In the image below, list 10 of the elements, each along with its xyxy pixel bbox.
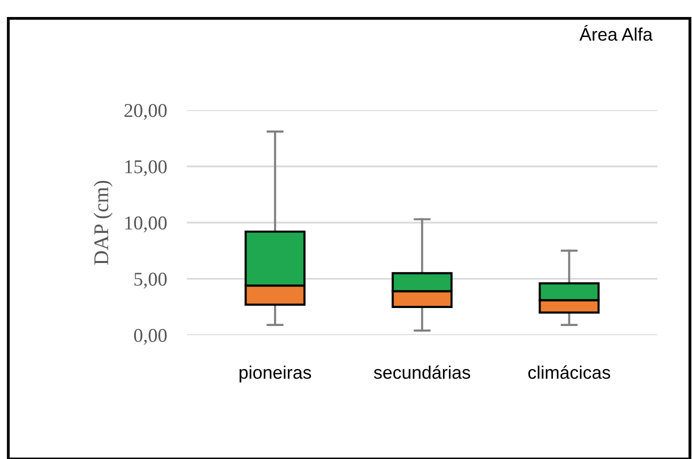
x-tick-label: pioneiras	[240, 366, 312, 382]
y-tick-label: 15,00	[125, 160, 167, 176]
y-tick-label: 5,00	[134, 272, 167, 289]
y-tick-label: 10,00	[125, 216, 167, 232]
x-tick-label: climácicas	[528, 365, 610, 379]
y-tick-label: 0,00	[134, 328, 167, 345]
x-tick-label: secundárias	[374, 365, 470, 379]
text: Área Alfa	[579, 24, 653, 41]
y-tick-label: 20,00	[124, 104, 167, 120]
y-axis-title: DAP (cm)	[94, 180, 113, 265]
